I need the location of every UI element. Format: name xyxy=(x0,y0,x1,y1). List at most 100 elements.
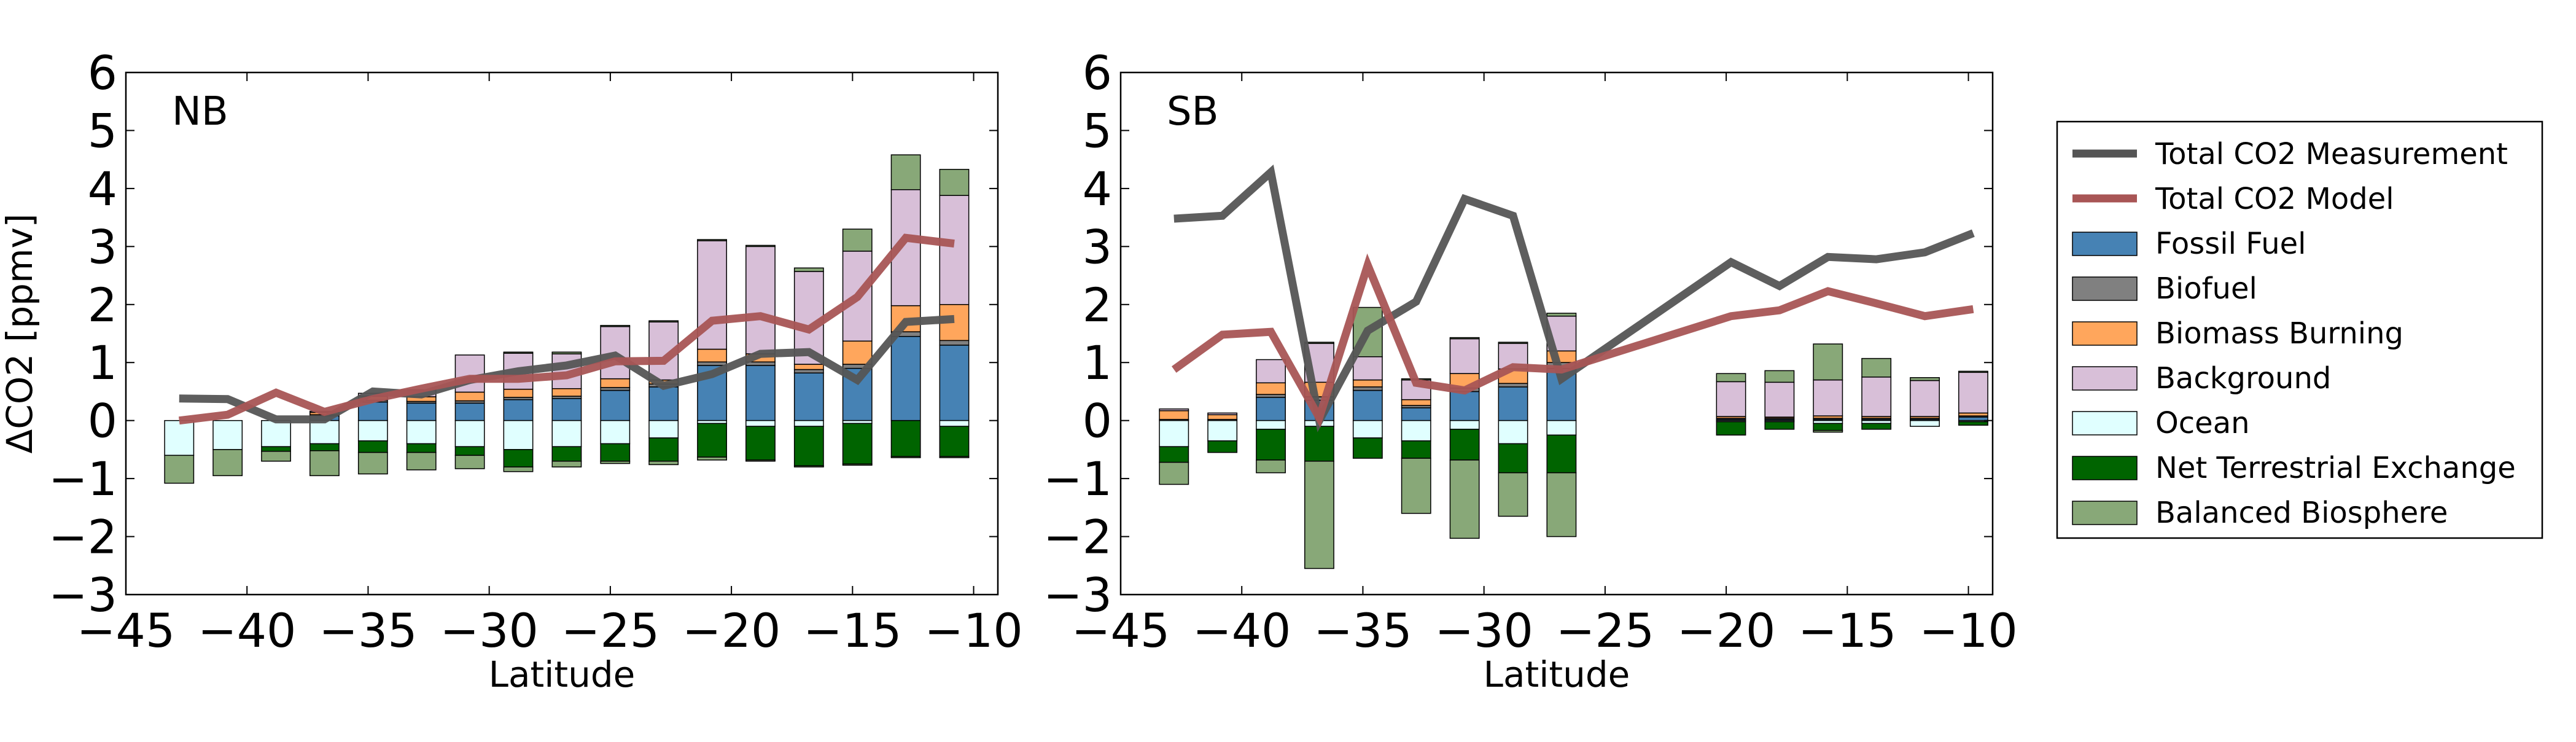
bar-segment-ocean xyxy=(1449,420,1480,430)
y-tick-label: 4 xyxy=(1083,162,1112,216)
y-tick-label: 0 xyxy=(1083,394,1112,448)
x-tick-label: −30 xyxy=(1434,603,1533,658)
x-tick-label: −10 xyxy=(924,603,1022,658)
bar-segment-biomass xyxy=(1207,414,1238,420)
bar-segment-balanced xyxy=(1764,370,1795,383)
y-tick-label: 0 xyxy=(88,394,117,448)
y-tick-label: 3 xyxy=(88,219,117,274)
bar-segment-balanced xyxy=(1861,357,1892,378)
bar-segment-ocean xyxy=(503,420,534,450)
bar-segment-net xyxy=(648,437,679,462)
bar-segment-balanced xyxy=(890,456,921,458)
bar-segment-net xyxy=(454,446,485,456)
bar-segment-ocean xyxy=(164,420,195,456)
bar-segment-fossil xyxy=(1958,416,1988,421)
bar-segment-net xyxy=(309,443,340,451)
bar-segment-balanced xyxy=(406,451,437,471)
x-tick-label: −40 xyxy=(1193,603,1291,658)
bar-segment-balanced xyxy=(793,267,824,272)
bar-segment-ocean xyxy=(261,420,291,447)
bar-segment-net xyxy=(1958,421,1988,426)
y-tick-label: 5 xyxy=(1083,103,1112,158)
legend-label-ocean: Ocean xyxy=(2155,406,2250,440)
bar-segment-balanced xyxy=(648,461,679,466)
bar-segment-ocean xyxy=(1401,420,1431,442)
measurement-line xyxy=(1173,164,1975,432)
bar-segment-net xyxy=(503,449,534,467)
bar-segment-background xyxy=(939,195,970,305)
bar-segment-balanced xyxy=(939,168,970,196)
bar-segment-background xyxy=(1207,412,1238,415)
bar-segment-net xyxy=(745,426,776,461)
bar-segment-balanced xyxy=(1813,343,1843,381)
bar-segment-balanced xyxy=(503,351,534,354)
bar-segment-balanced xyxy=(1498,342,1528,344)
bar-segment-balanced xyxy=(600,461,631,464)
measurement-line xyxy=(179,314,955,424)
y-tick-label: 5 xyxy=(88,103,117,158)
y-tick-label: 1 xyxy=(1083,335,1112,390)
bar-segment-balanced xyxy=(261,450,291,462)
bar-segment-fossil xyxy=(600,389,631,421)
bar-segment-balanced xyxy=(212,449,243,477)
bar-segment-background xyxy=(1958,372,1988,414)
bar-segment-net xyxy=(600,443,631,462)
bar-segment-biomass xyxy=(551,388,582,397)
bar-segment-biofuel xyxy=(1352,386,1383,391)
legend-label-measurement: Total CO2 Measurement xyxy=(2155,137,2508,171)
y-tick-label: 2 xyxy=(88,278,117,332)
y-tick-label: 4 xyxy=(88,162,117,216)
bar-segment-balanced xyxy=(745,459,776,462)
bar-segment-net xyxy=(1159,446,1189,463)
bar-segment-balanced xyxy=(503,466,534,472)
panel-nb: −45 −40 −35 −30 −25 −20 −15 −10−3−2−10123456Lat… xyxy=(0,45,1023,695)
x-tick-label: −25 xyxy=(1556,603,1654,658)
bar-segment-biofuel xyxy=(1498,383,1528,388)
x-tick-label: −20 xyxy=(1677,603,1775,658)
x-tick-label: −25 xyxy=(561,603,660,658)
bar-segment-balanced xyxy=(1401,458,1431,514)
bar-segment-background xyxy=(1813,379,1843,416)
bar-segment-balanced xyxy=(842,228,873,252)
y-tick-label: −1 xyxy=(49,451,117,506)
bar-segment-balanced xyxy=(357,451,388,475)
bar-segment-balanced xyxy=(164,455,195,484)
bar-segment-balanced xyxy=(454,455,485,469)
legend-swatch-fossil xyxy=(2072,232,2138,256)
bar-segment-ocean xyxy=(1546,420,1577,436)
bar-segment-ocean xyxy=(357,420,388,442)
bar-segment-biomass xyxy=(1159,410,1189,420)
legend-label-biofuel: Biofuel xyxy=(2155,271,2257,306)
bar-segment-background xyxy=(745,246,776,354)
legend-box xyxy=(2056,120,2543,539)
x-tick-label: −45 xyxy=(77,603,175,658)
bar-segment-ocean xyxy=(1159,420,1189,447)
bar-segment-background xyxy=(1159,408,1189,412)
bar-segment-ocean xyxy=(406,420,437,445)
panel-label: NB xyxy=(172,89,228,135)
bar-segment-ocean xyxy=(212,420,243,450)
legend-label-fossil: Fossil Fuel xyxy=(2155,227,2306,261)
x-tick-label: −45 xyxy=(1072,603,1170,658)
bar-segment-balanced xyxy=(939,456,970,458)
y-tick-label: −2 xyxy=(1043,510,1112,564)
bar-segment-balanced xyxy=(1256,459,1286,474)
bar-segment-net xyxy=(1813,423,1843,431)
bar-segment-ocean xyxy=(745,420,776,427)
bar-segment-fossil xyxy=(551,398,582,421)
bar-segment-balanced xyxy=(745,244,776,248)
bar-segment-biomass xyxy=(842,340,873,365)
y-tick-label: −2 xyxy=(49,510,117,564)
bar-segment-biomass xyxy=(1401,399,1431,406)
bar-segment-net xyxy=(1256,429,1286,461)
bar-segment-balanced xyxy=(551,461,582,467)
y-tick-label: −3 xyxy=(49,568,117,622)
bar-segment-background xyxy=(1256,359,1286,384)
bar-segment-background xyxy=(1861,377,1892,417)
bar-segment-balanced xyxy=(890,154,921,190)
y-tick-label: 1 xyxy=(88,335,117,390)
bar-segment-biomass xyxy=(600,378,631,388)
bar-segment-ocean xyxy=(1352,420,1383,439)
bar-segment-biomass xyxy=(793,364,824,370)
